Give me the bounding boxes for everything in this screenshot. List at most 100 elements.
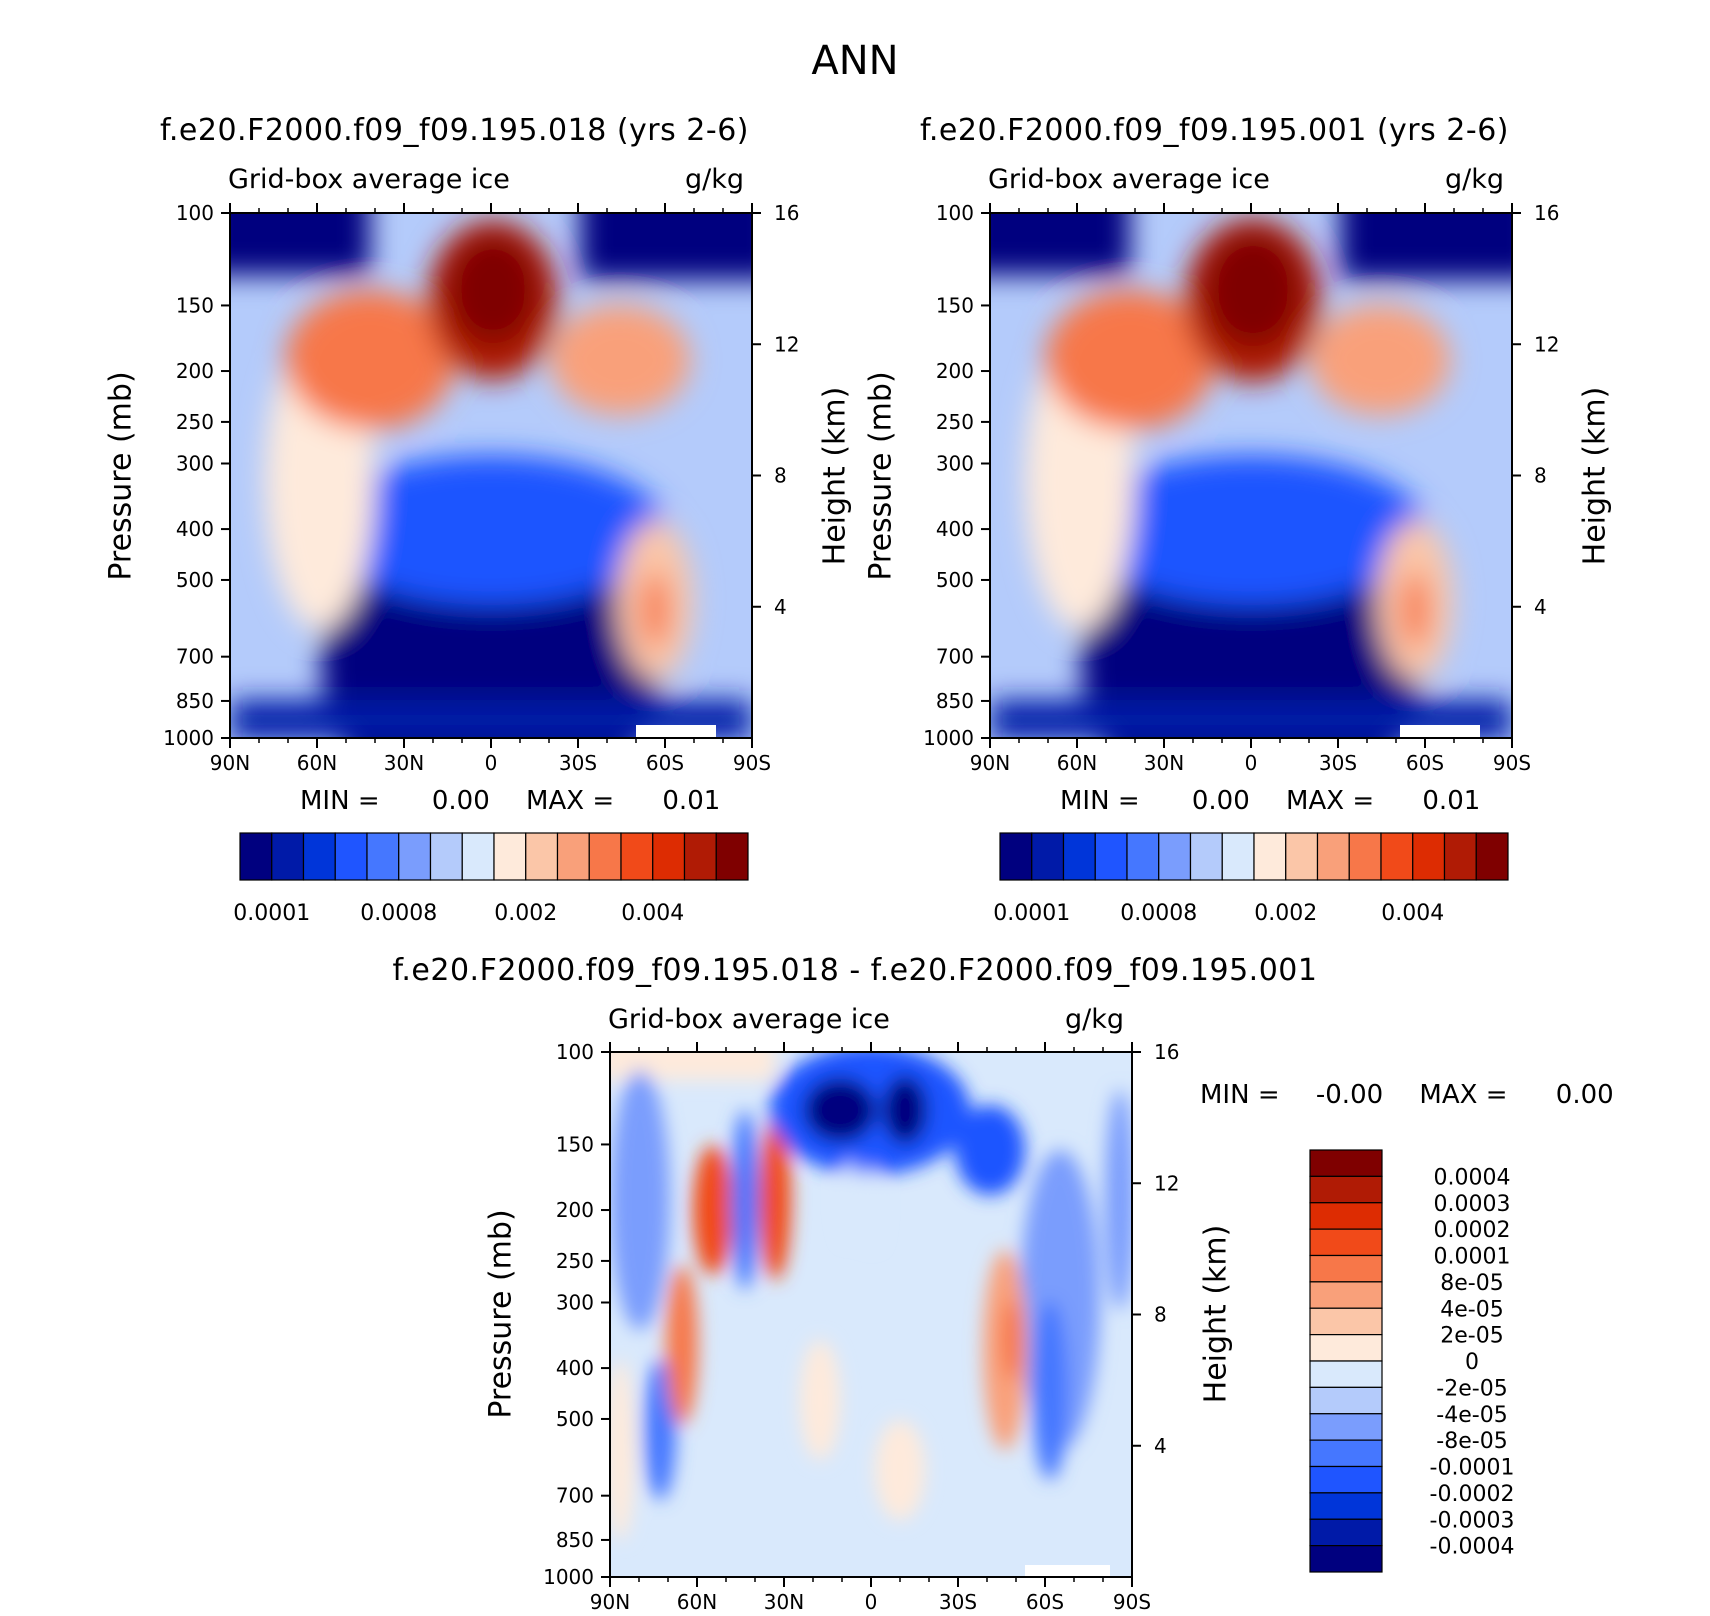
y-tick-label: 300 <box>556 1290 594 1314</box>
colorbar-label: -4e-05 <box>1436 1403 1507 1428</box>
x-tick-label: 0 <box>865 1590 878 1614</box>
panel3-blob-south-blue <box>955 1105 1025 1195</box>
panel3-field-bg <box>610 1052 1132 1577</box>
x-tick-label: 30N <box>384 751 424 775</box>
panel3-missing-patch <box>1025 1565 1110 1577</box>
panel3-blob-far-right-blue <box>1105 1090 1132 1310</box>
panel1-colorbar: 0.0001 0.0008 0.002 0.004 <box>233 832 749 926</box>
y-tick-label: 100 <box>556 1040 594 1064</box>
panel3-stats: MIN = -0.00 MAX = 0.00 <box>1200 1080 1614 1110</box>
colorbar-label: 8e-05 <box>1440 1271 1503 1296</box>
panel3-min-value: -0.00 <box>1315 1080 1384 1110</box>
y-right-tick-label: 4 <box>1154 1434 1167 1458</box>
y-tick-label: 400 <box>556 1356 594 1380</box>
panel3-blob-left-red-2 <box>693 1145 733 1275</box>
y-tick-label: 500 <box>176 568 214 592</box>
y-tick-label: 100 <box>936 201 974 225</box>
y-tick-label: 700 <box>936 645 974 669</box>
panel2-subtitle-right: g/kg <box>1445 164 1505 195</box>
panel1-axes: 100 150 200 250 300 400 500 700 850 1000 16 12 8 4 90N… <box>163 201 799 775</box>
x-tick-label: 30S <box>1319 751 1357 775</box>
colorbar-label: 0.0001 <box>233 901 310 926</box>
panel3-blob-upper-blue <box>770 1052 970 1175</box>
colorbar-swatch <box>1031 832 1065 881</box>
y-tick-label: 400 <box>176 517 214 541</box>
colorbar-swatch <box>999 832 1033 881</box>
panel3-ylabel-right: Height (km) <box>1198 1224 1234 1404</box>
colorbar-swatch <box>1309 1413 1383 1441</box>
x-tick-label: 60S <box>646 751 684 775</box>
x-tick-label: 90S <box>1113 1590 1151 1614</box>
colorbar-swatch <box>1126 832 1160 881</box>
colorbar-swatch <box>1285 832 1319 881</box>
panel3-blob-left-red-3 <box>759 1120 791 1280</box>
colorbar-swatch <box>1309 1518 1383 1547</box>
y-right-tick-label: 8 <box>1534 464 1547 488</box>
colorbar-swatch <box>1309 1360 1383 1388</box>
panel2-blob-south-core <box>1401 572 1429 648</box>
panel2-min-value: 0.00 <box>1191 786 1250 816</box>
colorbar-swatch <box>1062 832 1096 881</box>
panel2-plot-frame <box>989 212 1513 739</box>
panel1-subtitle-left: Grid-box average ice <box>228 164 510 195</box>
x-tick-label: 90N <box>210 751 250 775</box>
colorbar-swatch <box>652 832 686 881</box>
panel3-blob-left-red-1 <box>666 1265 698 1425</box>
panel3-blob-upper-dark-2 <box>883 1076 927 1144</box>
colorbar-swatch <box>429 832 463 881</box>
colorbar-label: 2e-05 <box>1440 1324 1503 1349</box>
colorbar-swatch <box>525 832 559 881</box>
y-tick-label: 700 <box>176 645 214 669</box>
colorbar-swatch <box>620 832 654 881</box>
panel2-blob-top-right <box>1340 213 1512 280</box>
colorbar-label: -0.0002 <box>1430 1482 1515 1507</box>
panel1-blob-right-cream <box>617 520 693 680</box>
y-tick-label: 1000 <box>163 726 214 750</box>
panel2-subtitle-left: Grid-box average ice <box>988 164 1270 195</box>
colorbar-swatch <box>1380 832 1414 881</box>
panel3-max-label: MAX = <box>1419 1080 1508 1110</box>
colorbar-swatch <box>1221 832 1255 881</box>
panel3-blob-mid-blue <box>731 1110 759 1290</box>
panel3-blob-left-cream <box>610 1360 635 1540</box>
panel3-blob-south-blue-2 <box>1020 1150 1100 1450</box>
x-tick-label: 90S <box>733 751 771 775</box>
panel3-blob-south-red <box>983 1250 1027 1450</box>
panel1-min-label: MIN = <box>300 786 380 816</box>
colorbar-swatch <box>556 832 590 881</box>
y-tick-label: 200 <box>936 359 974 383</box>
y-tick-label: 700 <box>556 1484 594 1508</box>
x-tick-label: 30S <box>939 1590 977 1614</box>
panel3-blob-stripe-1 <box>842 1160 858 1240</box>
panel3-blob-south-blue-3 <box>1032 1300 1068 1480</box>
panel1-blob-center-dark <box>448 235 538 345</box>
colorbar-swatch <box>1309 1149 1383 1177</box>
panel1-max-value: 0.01 <box>662 786 721 816</box>
y-tick-label: 150 <box>936 293 974 317</box>
colorbar-label: 0.004 <box>1381 901 1444 926</box>
panel3-blob-center-cream-1 <box>800 1340 840 1460</box>
colorbar-swatch <box>1309 1254 1383 1283</box>
y-right-tick-label: 12 <box>774 332 799 356</box>
panel3-field <box>610 1052 1132 1577</box>
panel2-stats: MIN = 0.00 MAX = 0.01 <box>1060 786 1480 816</box>
y-right-tick-label: 12 <box>1154 1171 1179 1195</box>
colorbar-swatch <box>239 832 273 881</box>
panel1-field-bg <box>230 213 752 738</box>
x-tick-label: 90N <box>970 751 1010 775</box>
colorbar-swatch <box>1309 1281 1383 1309</box>
colorbar-label: 4e-05 <box>1440 1297 1503 1322</box>
panel3-colorbar: 0.00040.00030.00020.00018e-054e-052e-050… <box>1309 1149 1515 1573</box>
y-tick-label: 500 <box>936 568 974 592</box>
panel1-blob-top-right <box>580 213 752 280</box>
panel3-blob-south-red-core <box>1002 1300 1022 1380</box>
x-tick-label: 60N <box>297 751 337 775</box>
panel3-max-value: 0.00 <box>1555 1080 1614 1110</box>
panel2-ylabel: Pressure (mb) <box>863 371 899 581</box>
panel2-blob-right-orange <box>1310 305 1450 415</box>
panel1-subtitle-right: g/kg <box>685 164 745 195</box>
panel2-min-label: MIN = <box>1060 786 1140 816</box>
colorbar-label: 0.0001 <box>993 901 1070 926</box>
colorbar-swatch <box>1158 832 1192 881</box>
colorbar-swatch <box>1189 832 1223 881</box>
